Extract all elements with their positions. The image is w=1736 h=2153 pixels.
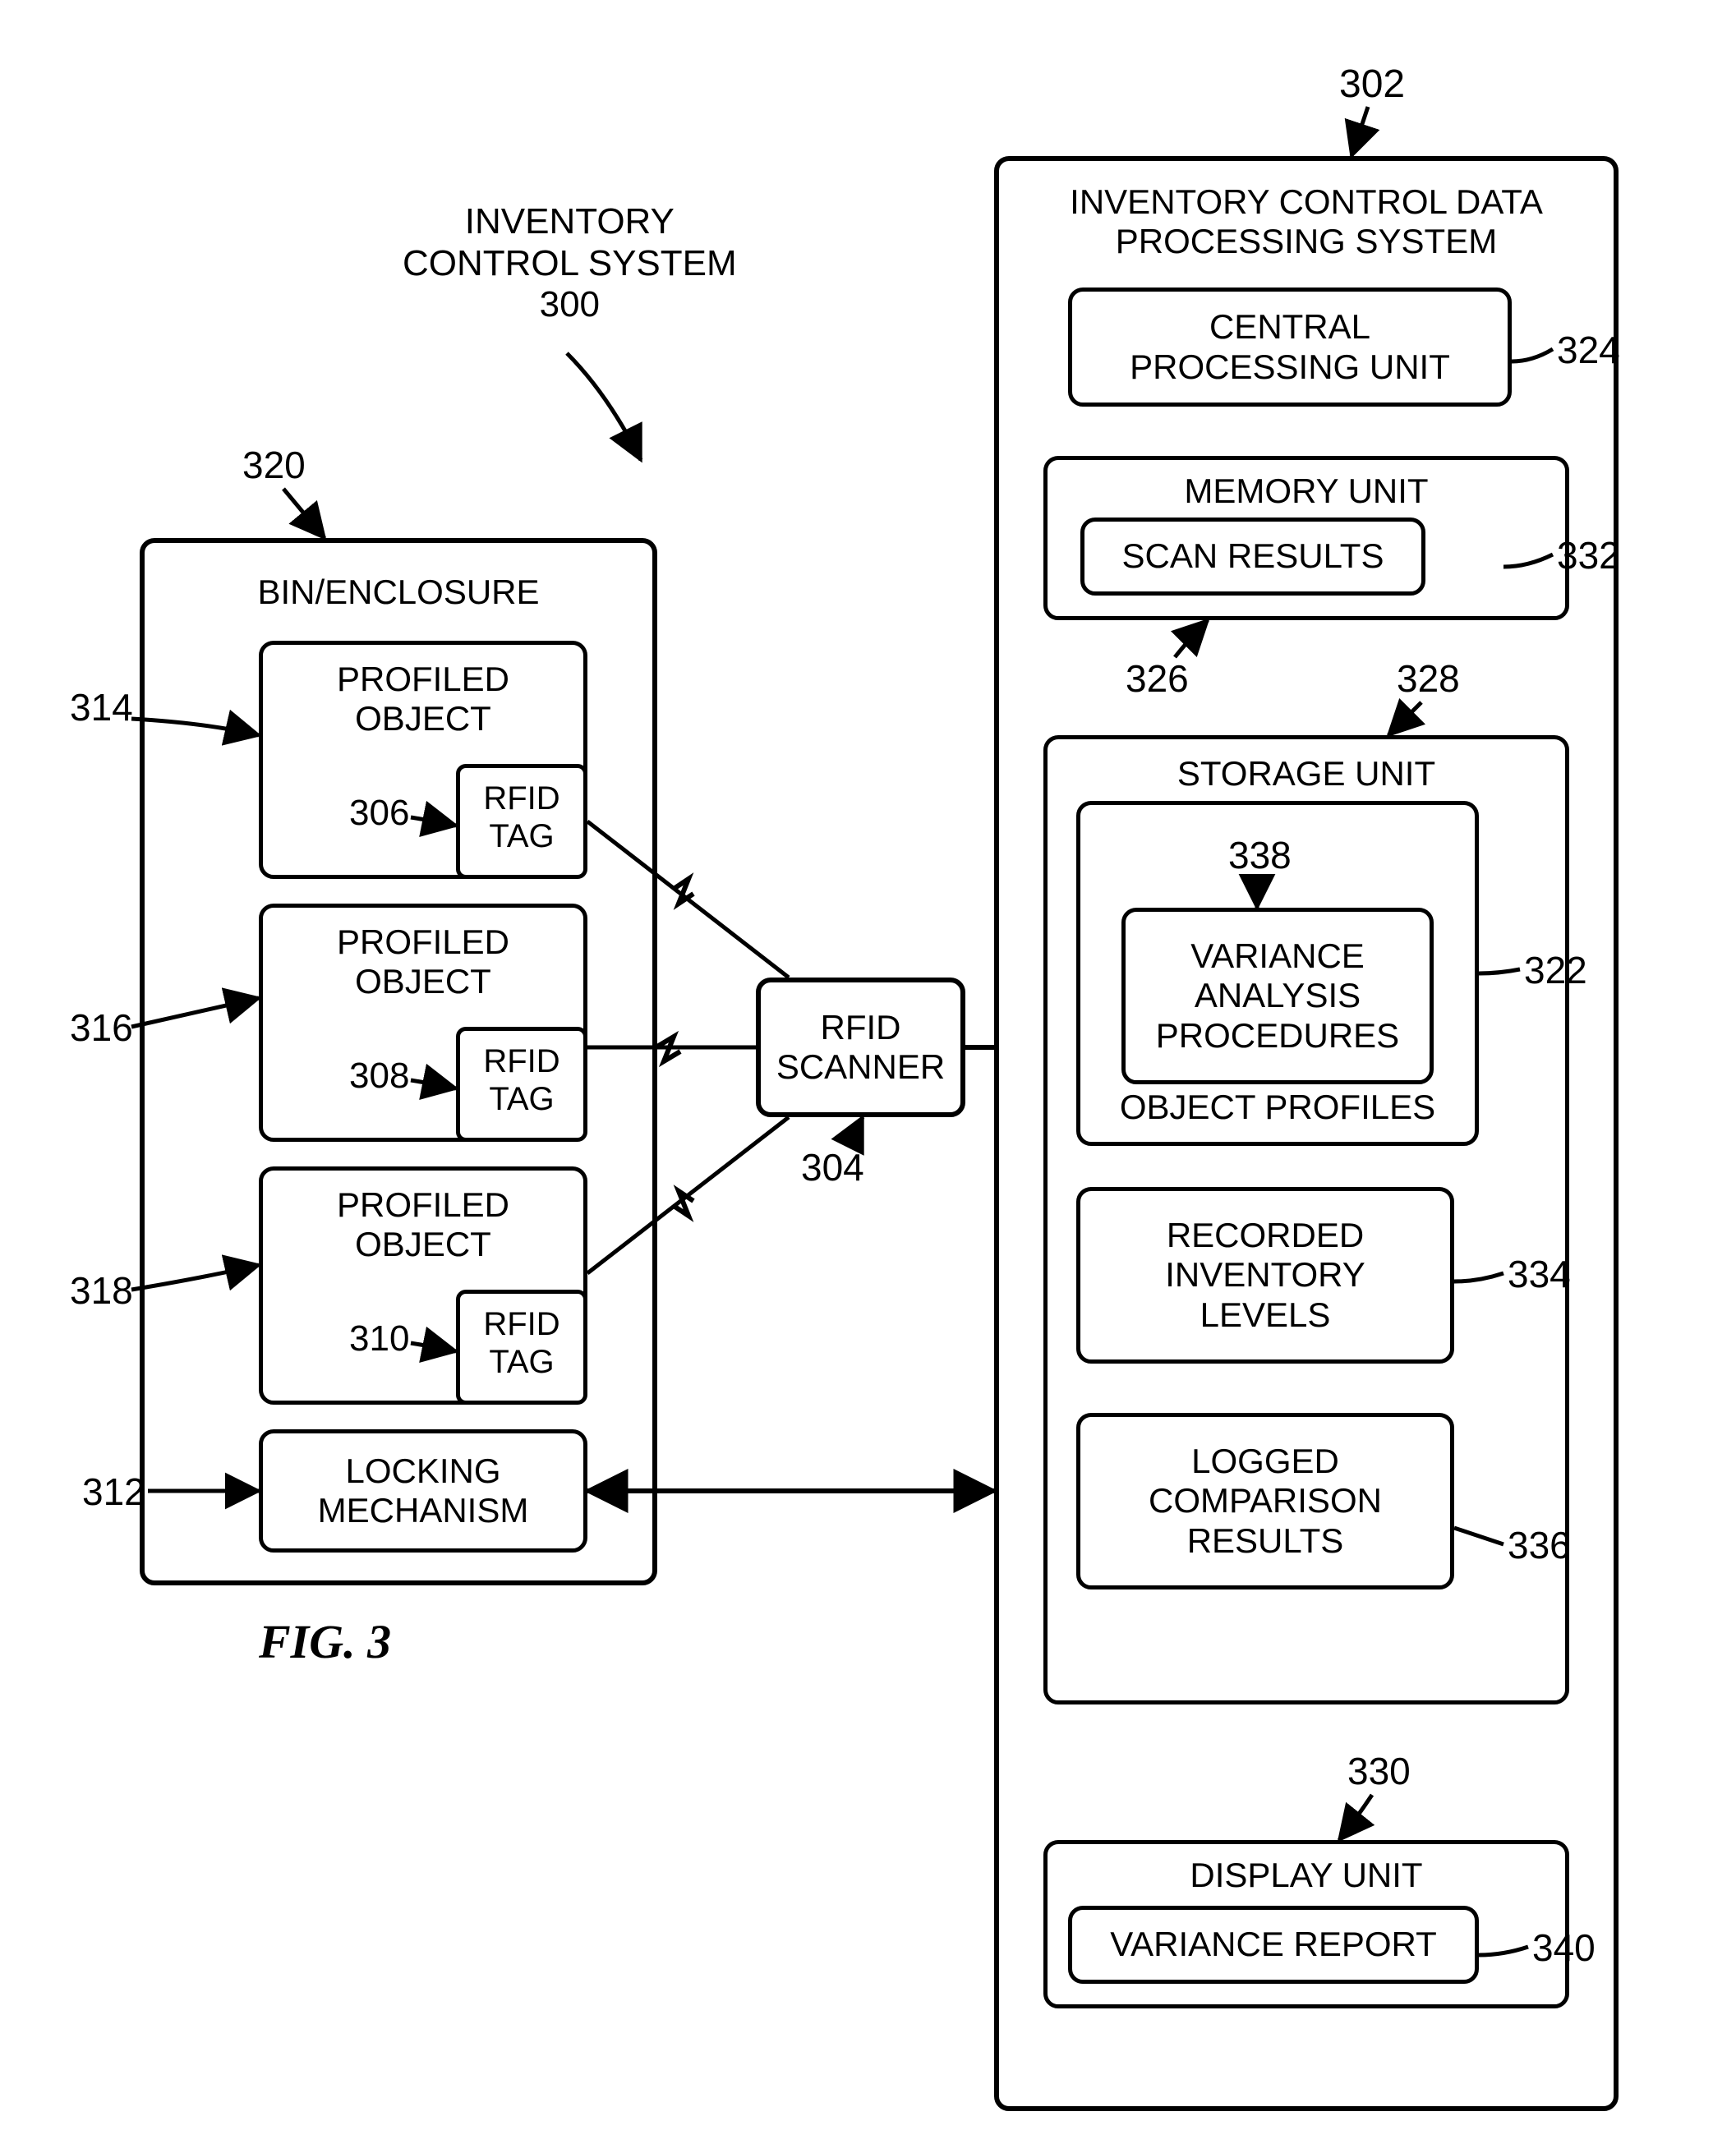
ref-326: 326 xyxy=(1126,657,1189,701)
figure-label: FIG. 3 xyxy=(259,1614,391,1669)
inventory-control-diagram: INVENTORY CONTROL SYSTEM 300 BIN/ENCLOSU… xyxy=(0,0,1736,2153)
ref-314: 314 xyxy=(70,686,133,729)
ref-302: 302 xyxy=(1339,62,1405,107)
rfid-tag-1-label: RFIDTAG xyxy=(483,768,559,855)
object-profiles-title: OBJECT PROFILES xyxy=(1120,1076,1435,1142)
ref-334: 334 xyxy=(1508,1253,1571,1296)
ref-310: 310 xyxy=(349,1318,409,1360)
variance-procedures-box: VARIANCEANALYSISPROCEDURES xyxy=(1121,908,1434,1084)
logged-comparison-box: LOGGEDCOMPARISONRESULTS xyxy=(1076,1413,1454,1589)
storage-unit-title: STORAGE UNIT xyxy=(1177,739,1435,794)
cpu-label: CENTRALPROCESSING UNIT xyxy=(1130,307,1450,387)
rfid-tag-2: RFIDTAG xyxy=(456,1027,587,1142)
logged-comparison-label: LOGGEDCOMPARISONRESULTS xyxy=(1149,1442,1382,1561)
variance-report-label: VARIANCE REPORT xyxy=(1110,1925,1437,1964)
rfid-scanner-label: RFIDSCANNER xyxy=(776,1008,945,1088)
ref-332: 332 xyxy=(1557,534,1620,577)
system-title: INVENTORY CONTROL SYSTEM 300 xyxy=(403,201,737,326)
ref-318: 318 xyxy=(70,1269,133,1313)
variance-report-box: VARIANCE REPORT xyxy=(1068,1906,1479,1984)
rfid-tag-3: RFIDTAG xyxy=(456,1290,587,1405)
ref-336: 336 xyxy=(1508,1524,1571,1567)
ref-320: 320 xyxy=(242,444,306,487)
ref-308: 308 xyxy=(349,1056,409,1097)
recorded-inventory-box: RECORDEDINVENTORYLEVELS xyxy=(1076,1187,1454,1364)
scan-results-box: SCAN RESULTS xyxy=(1080,518,1425,596)
display-unit-title: DISPLAY UNIT xyxy=(1190,1844,1422,1895)
memory-unit-title: MEMORY UNIT xyxy=(1184,460,1428,511)
rfid-tag-1: RFIDTAG xyxy=(456,764,587,879)
profiled-object-3-label: PROFILEDOBJECT xyxy=(337,1171,509,1265)
scan-results-label: SCAN RESULTS xyxy=(1122,536,1384,576)
rfid-tag-3-label: RFIDTAG xyxy=(483,1294,559,1381)
ref-338: 338 xyxy=(1228,834,1292,877)
rfid-tag-2-label: RFIDTAG xyxy=(483,1031,559,1118)
ref-330: 330 xyxy=(1347,1750,1411,1793)
dps-title: INVENTORY CONTROL DATAPROCESSING SYSTEM xyxy=(1070,161,1543,262)
bin-title: BIN/ENCLOSURE xyxy=(257,543,539,612)
locking-mechanism-label: LOCKINGMECHANISM xyxy=(318,1451,529,1531)
rfid-scanner-box: RFIDSCANNER xyxy=(756,978,965,1117)
ref-306: 306 xyxy=(349,793,409,835)
ref-324: 324 xyxy=(1557,329,1620,372)
ref-316: 316 xyxy=(70,1006,133,1050)
recorded-inventory-label: RECORDEDINVENTORYLEVELS xyxy=(1165,1216,1365,1335)
cpu-box: CENTRALPROCESSING UNIT xyxy=(1068,288,1512,407)
ref-328: 328 xyxy=(1397,657,1460,701)
ref-340: 340 xyxy=(1532,1926,1596,1970)
profiled-object-1-label: PROFILEDOBJECT xyxy=(337,645,509,739)
locking-mechanism-box: LOCKINGMECHANISM xyxy=(259,1429,587,1553)
ref-322: 322 xyxy=(1524,949,1587,992)
ref-312: 312 xyxy=(82,1470,145,1514)
profiled-object-2-label: PROFILEDOBJECT xyxy=(337,908,509,1002)
variance-procedures-label: VARIANCEANALYSISPROCEDURES xyxy=(1156,936,1399,1056)
ref-304: 304 xyxy=(801,1146,864,1189)
